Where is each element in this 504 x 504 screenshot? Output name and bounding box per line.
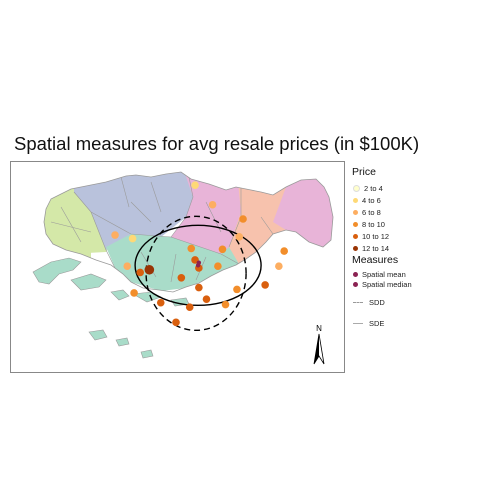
price-point [261, 281, 269, 289]
legend-measure-item: Spatial mean [353, 269, 406, 279]
legend-swatch [353, 245, 358, 251]
sdd-ellipse [145, 215, 247, 332]
legend-price-item: 6 to 8 [353, 207, 381, 217]
legend-price-title: Price [352, 166, 376, 178]
legend-label: 2 to 4 [364, 183, 383, 193]
district-boundary-4 [170, 236, 240, 265]
price-point [128, 234, 137, 243]
legend-label: 8 to 10 [362, 219, 385, 229]
legend-price-item: 2 to 4 [353, 183, 383, 193]
price-point [218, 245, 227, 254]
legend-label: 6 to 8 [362, 207, 381, 217]
legend-sde-item: SDE [353, 318, 384, 328]
legend-swatch [353, 271, 358, 277]
price-point [239, 215, 247, 223]
legend-label: 12 to 14 [362, 243, 390, 253]
legend-swatch [353, 281, 358, 287]
price-point [177, 274, 186, 282]
legend-label: 10 to 12 [362, 231, 390, 241]
price-point [275, 262, 283, 271]
legend-price-item: 12 to 14 [353, 243, 389, 253]
price-point [111, 231, 119, 239]
legend-swatch [353, 209, 358, 215]
price-point [144, 264, 155, 275]
price-point [233, 285, 241, 294]
legend-swatch [353, 197, 358, 203]
district-boundary-5 [105, 249, 117, 271]
district-boundary-6 [50, 201, 274, 243]
spatial-median-point [196, 260, 202, 265]
price-point [208, 200, 217, 209]
price-point [280, 247, 288, 255]
legend-price-item: 4 to 6 [353, 195, 381, 205]
legend-label: Spatial mean [362, 269, 406, 279]
legend-label: SDE [369, 318, 385, 328]
legend-sdd-item: SDD [353, 297, 385, 307]
price-point [123, 262, 132, 271]
legend-price-item: 8 to 10 [353, 219, 385, 229]
price-point [172, 318, 180, 327]
legend-price-item: 10 to 12 [353, 231, 389, 241]
price-point [195, 283, 203, 292]
price-point [235, 233, 244, 241]
north-arrow-fill [314, 334, 319, 364]
offshore-island-0 [32, 257, 82, 285]
price-point [191, 181, 199, 189]
legend-swatch [353, 233, 358, 239]
price-point [185, 303, 194, 311]
map-panel: N [10, 161, 345, 373]
legend-label: 4 to 6 [362, 195, 381, 205]
map-title: Spatial measures for avg resale prices (… [14, 133, 420, 154]
price-point [136, 268, 144, 277]
central-region [106, 234, 239, 291]
price-point [202, 295, 211, 303]
solid-line-swatch [353, 322, 363, 324]
legend-swatch [353, 221, 358, 227]
north-region [74, 172, 193, 250]
offshore-island-1 [70, 273, 107, 291]
dashed-line-swatch [353, 301, 363, 303]
price-point [214, 262, 222, 271]
legend-measures-title: Measures [352, 254, 399, 266]
price-point [130, 289, 138, 297]
district-boundary-1 [73, 191, 172, 238]
price-point [156, 298, 165, 307]
sde-ellipse [134, 224, 262, 307]
offshore-island-2 [110, 289, 130, 301]
legend-measure-item: Spatial median [353, 279, 412, 289]
legend-swatch [353, 184, 360, 192]
offshore-island-7 [140, 349, 154, 359]
district-boundary-0 [90, 211, 107, 251]
legend-label: Spatial median [362, 279, 412, 289]
offshore-island-5 [88, 329, 108, 341]
offshore-island-6 [115, 337, 130, 347]
price-point [221, 300, 230, 309]
north-label: N [316, 324, 322, 333]
price-point [187, 244, 196, 253]
singapore-map: N [32, 171, 334, 365]
legend-label: SDD [369, 297, 385, 307]
